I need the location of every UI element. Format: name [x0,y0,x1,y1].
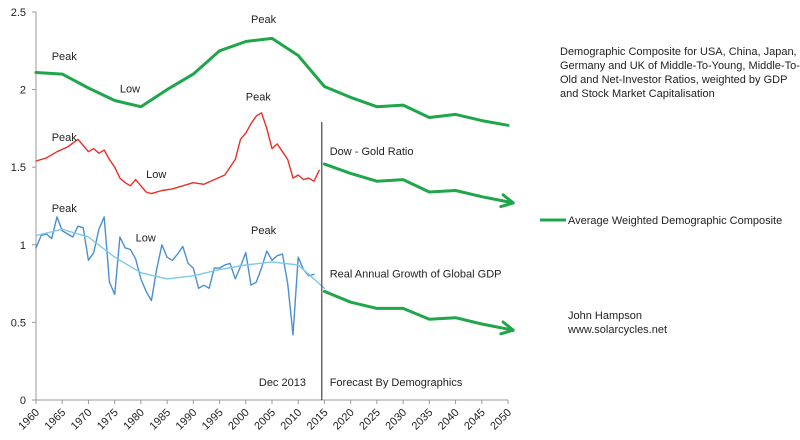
series-line-forecast_gdp [322,289,515,332]
annotations: Peak Low Peak Peak Low Peak Peak Low Peak Dow - G… [52,14,502,389]
x-tick-label: 1985 [147,407,173,433]
series-group [34,36,515,400]
x-tick-label: 2025 [357,407,383,433]
x-tick-label: 1970 [69,407,95,433]
y-tick-label: 1.5 [11,162,26,174]
arrowhead-forecast_dow_gold [499,193,515,209]
chart-description: Demographic Composite for USA, China, Ja… [560,46,800,100]
y-tick-label: 2 [20,85,26,97]
annotation-label: Low [136,233,156,245]
x-tick-label: 1995 [200,407,226,433]
y-tick-label: 0 [20,395,26,407]
annotation-label: Peak [251,225,277,237]
series-line-dow_gold [35,112,320,195]
legend-label: Average Weighted Demographic Composite [568,215,782,227]
annotation-label: Peak [251,14,277,26]
annotation-label: Real Annual Growth of Global GDP [330,268,502,280]
series-line-gdp [35,216,315,336]
x-tick-label: 2010 [279,407,305,433]
x-tick-label: 2035 [410,407,436,433]
credit-author: John Hampson [568,310,642,322]
x-tick-label: 2040 [436,407,462,433]
credit-url: www.solarcycles.net [568,324,668,336]
y-tick-label: 2.5 [11,7,26,19]
x-tick-label: 2000 [226,407,252,433]
annotation-label: Peak [52,132,78,144]
annotation-label: Dec 2013 [259,377,306,389]
axes: 0 0.5 1 1.5 2 2.5 1960 1965 1970 1975 1980 1985 1990… [11,7,514,432]
x-tick-label: 1960 [16,407,42,433]
x-tick-label: 1975 [95,407,121,433]
x-tick-label: 1965 [43,407,69,433]
annotation-label: Dow - Gold Ratio [330,146,414,158]
annotation-label: Low [120,84,140,96]
annotation-label: Peak [52,51,78,63]
legend: Average Weighted Demographic Composite [540,215,782,227]
x-tick-label: 2015 [305,407,331,433]
y-tick-label: 0.5 [11,317,26,329]
series-line-forecast_dow_gold [322,162,515,205]
y-tick-label: 1 [20,240,26,252]
series-line-gdp_trend [35,228,326,289]
x-tick-label: 2045 [462,407,488,433]
x-tick-label: 2020 [331,407,357,433]
x-tick-label: 1980 [121,407,147,433]
series-line-demographic [34,36,510,127]
x-tick-label: 1990 [174,407,200,433]
annotation-label: Peak [246,91,272,103]
annotation-label: Low [146,169,166,181]
x-tick-label: 2030 [383,407,409,433]
annotation-label: Forecast By Demographics [330,377,463,389]
annotation-label: Peak [52,203,78,215]
arrowhead-forecast_gdp [499,320,515,336]
x-tick-label: 2005 [252,407,278,433]
x-tick-label: 2050 [488,407,514,433]
